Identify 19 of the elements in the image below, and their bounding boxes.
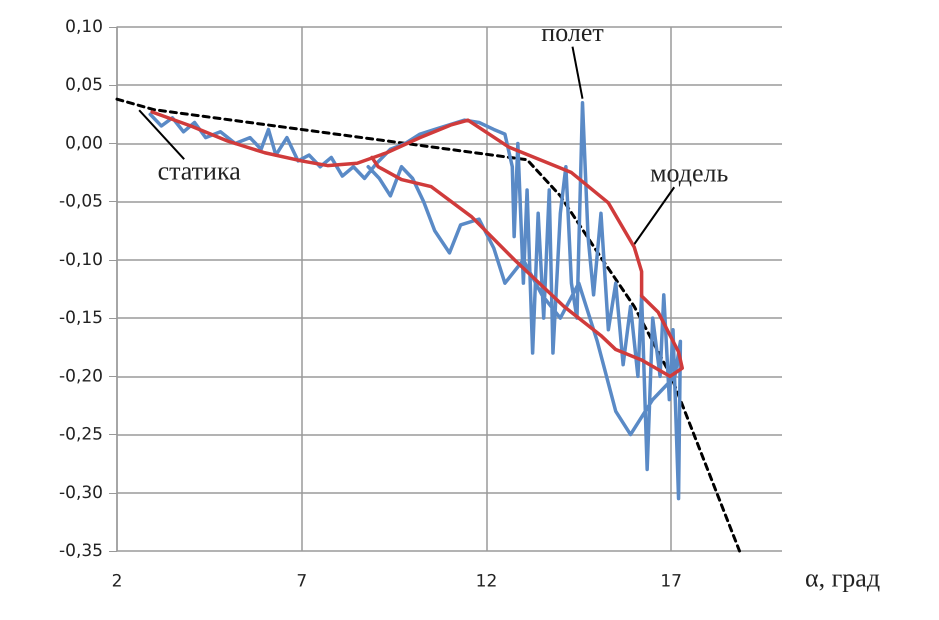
y-tick-label: 0,00 (65, 133, 103, 154)
annotation: полет (541, 18, 604, 48)
y-tick-label: -0,35 (59, 541, 103, 561)
y-tick-label: 0,05 (65, 75, 103, 96)
y-tick-label: 0,10 (65, 17, 103, 37)
x-tick-label: 12 (476, 572, 498, 592)
x-tick-label: 7 (296, 572, 308, 592)
x-axis-title: α, град (805, 564, 880, 592)
x-tick-label: 17 (660, 572, 682, 592)
y-tick-label: -0,30 (59, 482, 103, 503)
x-tick-label: 2 (112, 572, 122, 592)
line-series (116, 98, 742, 552)
y-tick-label: -0,20 (59, 366, 103, 386)
y-tick-label: -0,10 (59, 250, 103, 270)
y-tick-label: -0,25 (59, 424, 103, 445)
y-tick-label: -0,05 (59, 192, 103, 212)
y-tick-label: -0,15 (59, 308, 103, 328)
annotation: модель (650, 158, 729, 188)
annotation: статика (158, 156, 242, 186)
